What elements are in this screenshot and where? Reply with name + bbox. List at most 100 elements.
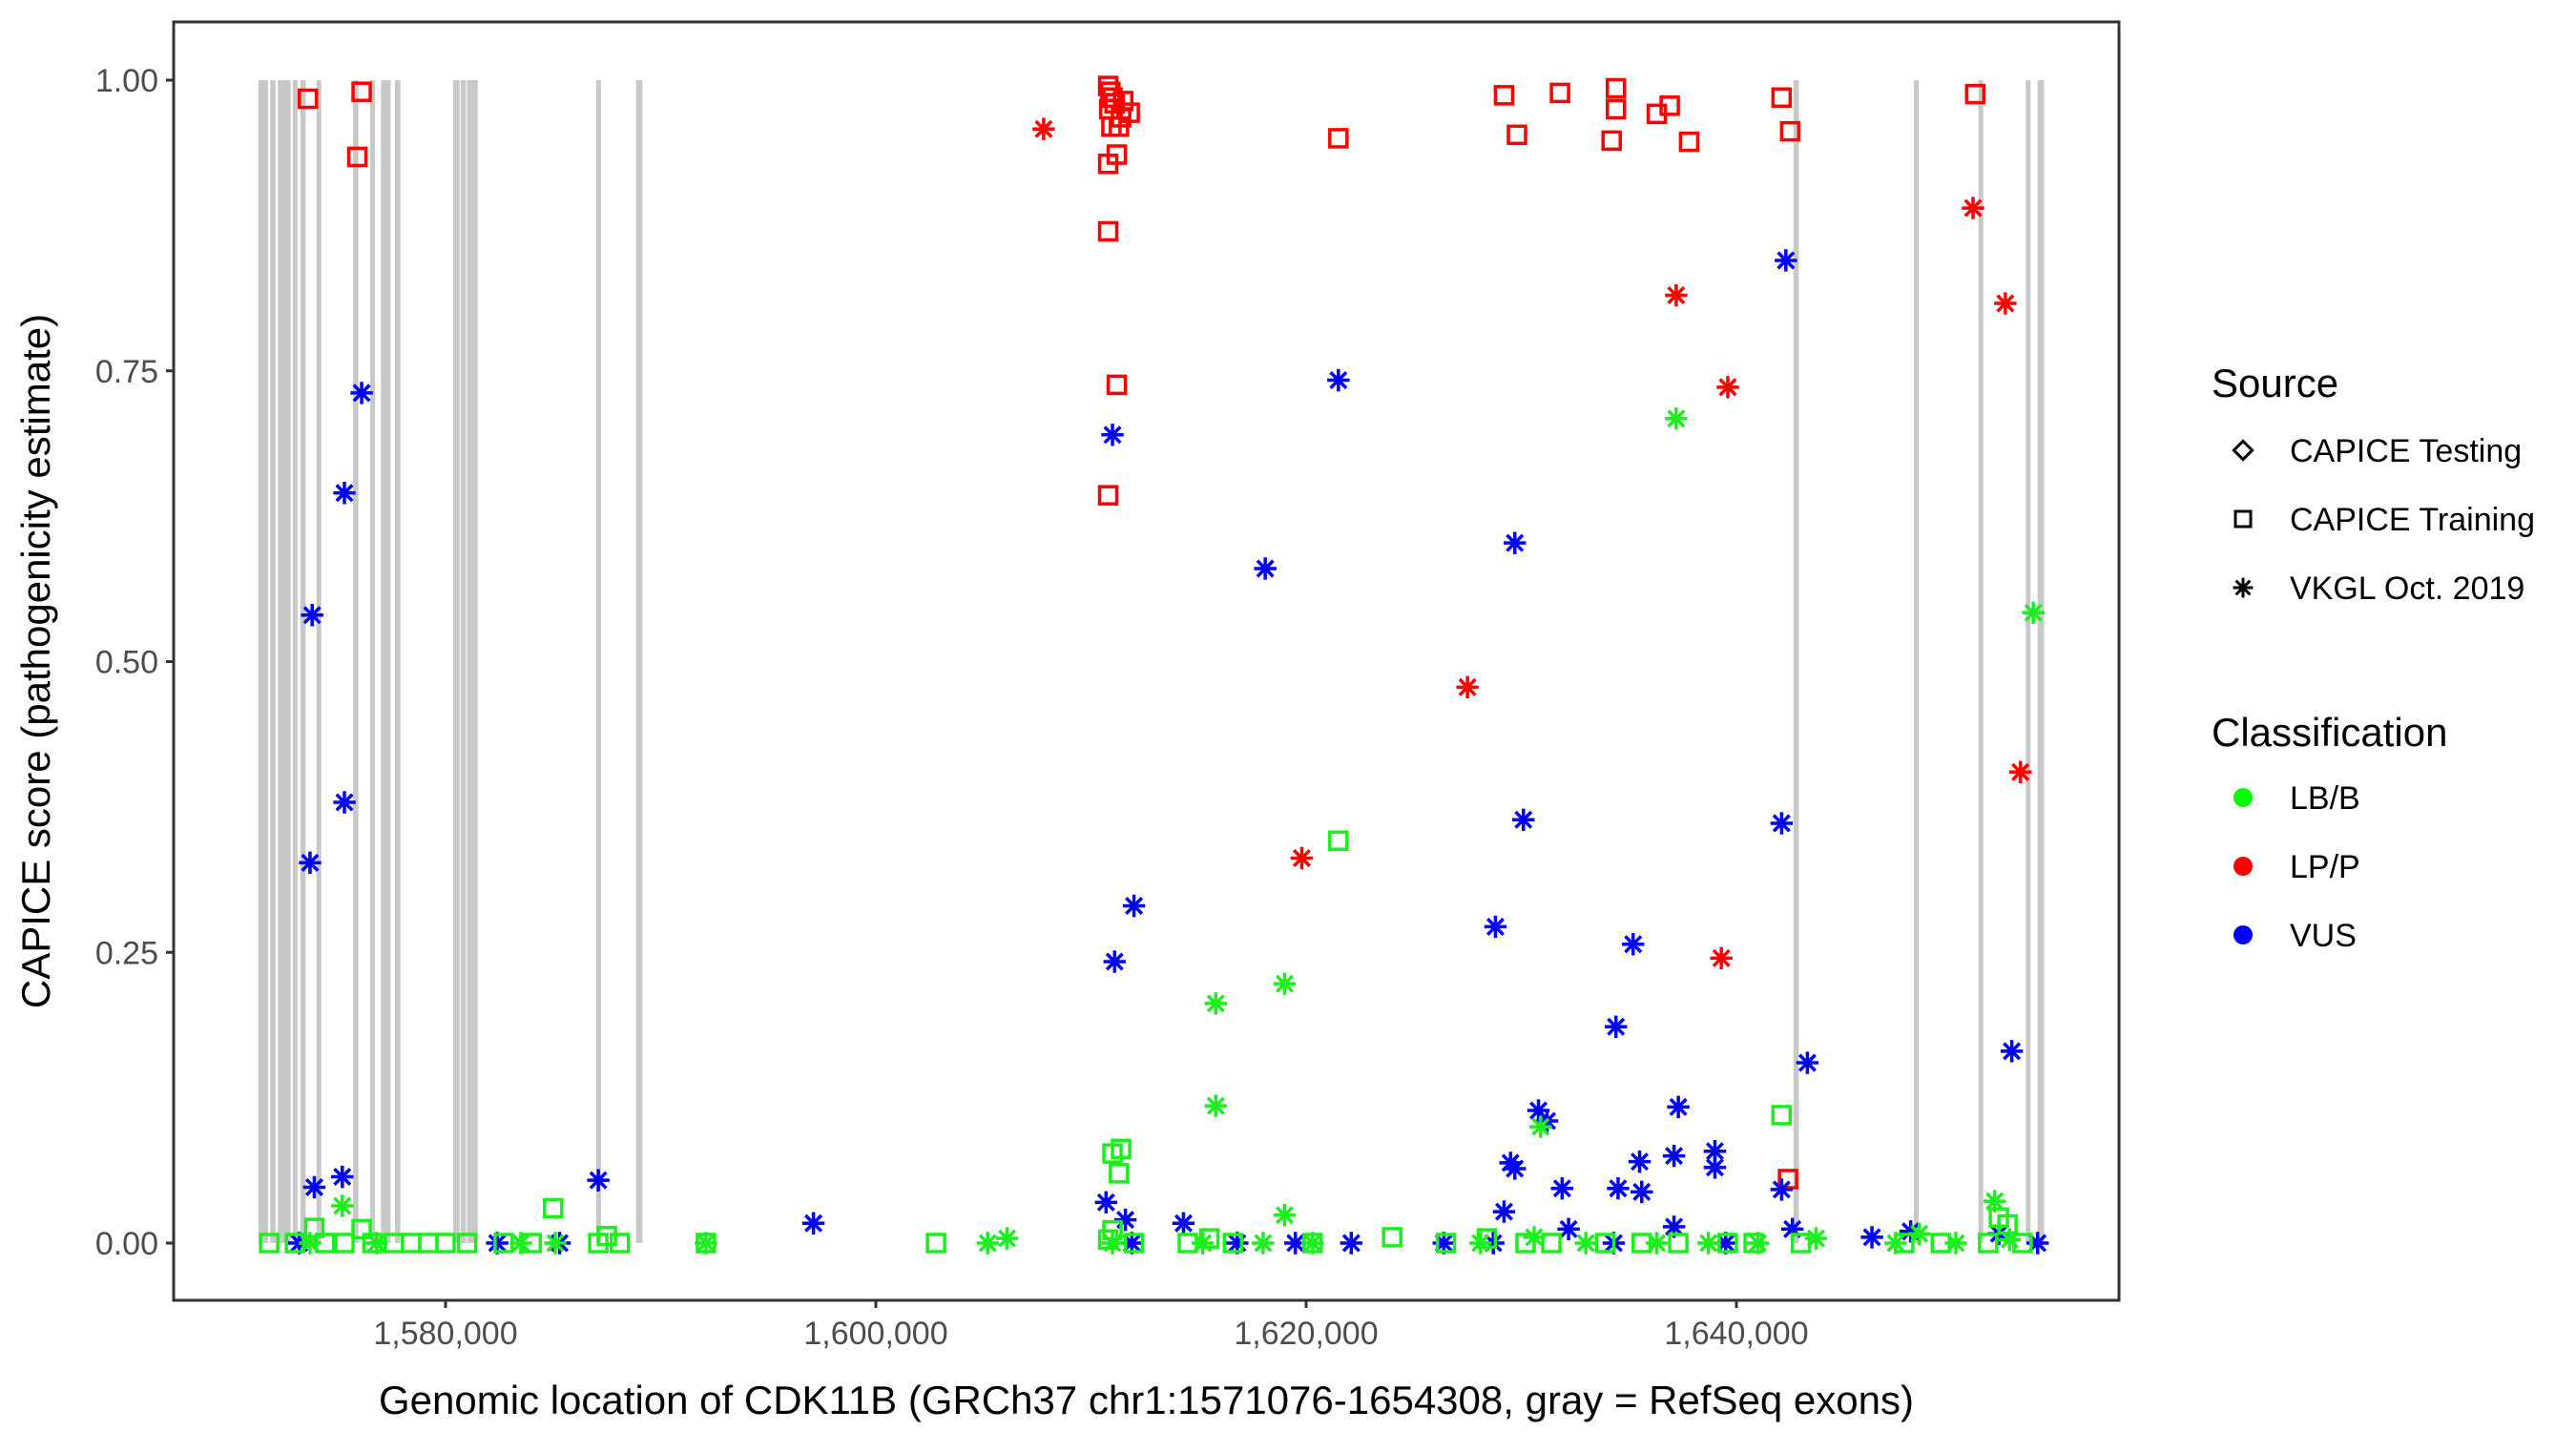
- data-point-asterisk: [1775, 249, 1797, 272]
- data-point-asterisk: [1432, 1232, 1456, 1255]
- data-point-asterisk: [1456, 675, 1479, 699]
- data-point-square: [2012, 1233, 2033, 1254]
- data-point-asterisk: [1482, 1232, 1505, 1255]
- data-point-asterisk: [1103, 950, 1127, 973]
- exon-bar: [1914, 80, 1920, 1243]
- data-point-asterisk: [299, 851, 322, 875]
- legend-diamond-icon: [2232, 439, 2254, 462]
- exon-bar: [1793, 80, 1799, 1243]
- data-point-asterisk: [1284, 1232, 1307, 1255]
- exon-bar: [278, 80, 291, 1243]
- data-point-asterisk: [1273, 972, 1297, 995]
- data-point-asterisk: [1504, 1157, 1527, 1180]
- data-point-asterisk: [1254, 557, 1277, 580]
- y-tick-label: 1.00: [95, 63, 158, 99]
- data-point-square: [284, 1233, 305, 1254]
- data-point-asterisk: [1094, 1191, 1117, 1214]
- legend-asterisk-icon: [2233, 577, 2254, 598]
- data-point-square: [1997, 1213, 2018, 1235]
- data-point-asterisk: [1804, 1227, 1828, 1250]
- data-point-square: [1097, 1229, 1119, 1251]
- exon-bar: [258, 80, 268, 1243]
- data-point-asterisk: [1703, 1156, 1727, 1179]
- data-point-asterisk: [1994, 292, 2017, 315]
- data-point-asterisk: [333, 482, 356, 505]
- data-point-asterisk: [301, 604, 323, 627]
- x-tick-label: 1,640,000: [1664, 1316, 1808, 1352]
- data-point-square: [456, 1233, 478, 1254]
- data-point-square: [1678, 131, 1700, 153]
- data-point-square: [1515, 1233, 1536, 1254]
- data-point-asterisk: [331, 1165, 354, 1189]
- exon-bar: [316, 80, 322, 1243]
- data-point-asterisk: [1204, 992, 1227, 1015]
- data-point-square: [1106, 374, 1128, 396]
- data-point-asterisk: [1226, 1232, 1249, 1255]
- data-point-square: [1097, 220, 1119, 242]
- data-point-square: [1631, 1233, 1652, 1254]
- y-axis: 0.00 0.25 0.50 0.75 1.00: [95, 63, 174, 1262]
- data-point-asterisk: [2008, 760, 2032, 784]
- legend: Source CAPICE Testing CAPICE Training VKGL…: [2212, 361, 2535, 954]
- data-point-asterisk: [1113, 1208, 1137, 1232]
- data-point-asterisk: [1796, 1051, 1819, 1074]
- data-point-asterisk: [1703, 1140, 1727, 1163]
- x-axis-title: Genomic location of CDK11B (GRCh37 chr1:…: [379, 1378, 1914, 1422]
- exon-bar: [2025, 80, 2031, 1243]
- x-axis: 1,580,000 1,600,000 1,620,000 1,640,000: [373, 1300, 1809, 1352]
- data-point-asterisk: [1290, 846, 1314, 870]
- data-point-asterisk: [1204, 1094, 1227, 1117]
- data-point-square: [609, 1233, 631, 1254]
- data-point-square: [351, 81, 372, 102]
- data-point-asterisk: [1622, 933, 1645, 956]
- y-tick-label: 0.50: [95, 645, 158, 681]
- series-lb-b-capice-training: [259, 830, 2033, 1254]
- exon-bar: [635, 80, 643, 1243]
- data-point-square: [1198, 1228, 1220, 1249]
- data-point-asterisk: [1710, 946, 1733, 970]
- y-tick-label: 0.00: [95, 1226, 158, 1262]
- data-point-asterisk: [350, 382, 373, 404]
- exon-bar: [2037, 80, 2045, 1243]
- legend-dot-icon: [2233, 857, 2253, 876]
- data-point-square: [1601, 130, 1622, 152]
- data-point-asterisk: [995, 1227, 1019, 1250]
- data-point-asterisk: [1998, 1228, 2022, 1252]
- data-point-asterisk: [1944, 1232, 1967, 1255]
- series-lp-p-capice-training: [297, 75, 1986, 1190]
- data-point-asterisk: [1983, 1190, 2006, 1213]
- legend-source-label: VKGL Oct. 2019: [2290, 570, 2524, 607]
- data-point-asterisk: [1665, 283, 1688, 307]
- legend-classification-label: LB/B: [2290, 780, 2360, 817]
- data-point-square: [1328, 128, 1349, 149]
- data-point-square: [1102, 87, 1123, 109]
- data-point-asterisk: [331, 1194, 354, 1217]
- legend-source-entries: CAPICE Testing CAPICE Training VKGL Oct. 2…: [2232, 433, 2535, 607]
- y-axis-title: CAPICE score (pathogenicity estimate): [13, 314, 58, 1008]
- data-point-asterisk: [801, 1212, 825, 1234]
- data-point-asterisk: [333, 791, 356, 814]
- data-point-asterisk: [1120, 1232, 1144, 1255]
- exon-bar: [370, 80, 376, 1243]
- data-point-square: [1177, 1233, 1198, 1254]
- legend-source-label: CAPICE Testing: [2290, 433, 2522, 469]
- data-point-square: [1476, 1228, 1498, 1249]
- exon-bar: [300, 80, 306, 1243]
- exon-bar: [467, 80, 478, 1243]
- data-point-square: [1659, 95, 1680, 116]
- data-point-asterisk: [1550, 1177, 1574, 1200]
- data-point-asterisk: [1512, 808, 1535, 831]
- data-point-square: [1717, 1233, 1738, 1254]
- data-point-asterisk: [1631, 1180, 1653, 1204]
- data-point-square: [362, 1233, 384, 1254]
- data-point-square: [1964, 83, 1986, 105]
- data-point-asterisk: [1172, 1212, 1195, 1234]
- data-point-square: [1771, 87, 1793, 109]
- data-point-asterisk: [509, 1232, 532, 1255]
- data-point-asterisk: [1907, 1222, 1931, 1245]
- data-point-square: [1771, 1105, 1793, 1126]
- data-point-asterisk: [1101, 1232, 1124, 1255]
- data-point-square: [1106, 144, 1128, 165]
